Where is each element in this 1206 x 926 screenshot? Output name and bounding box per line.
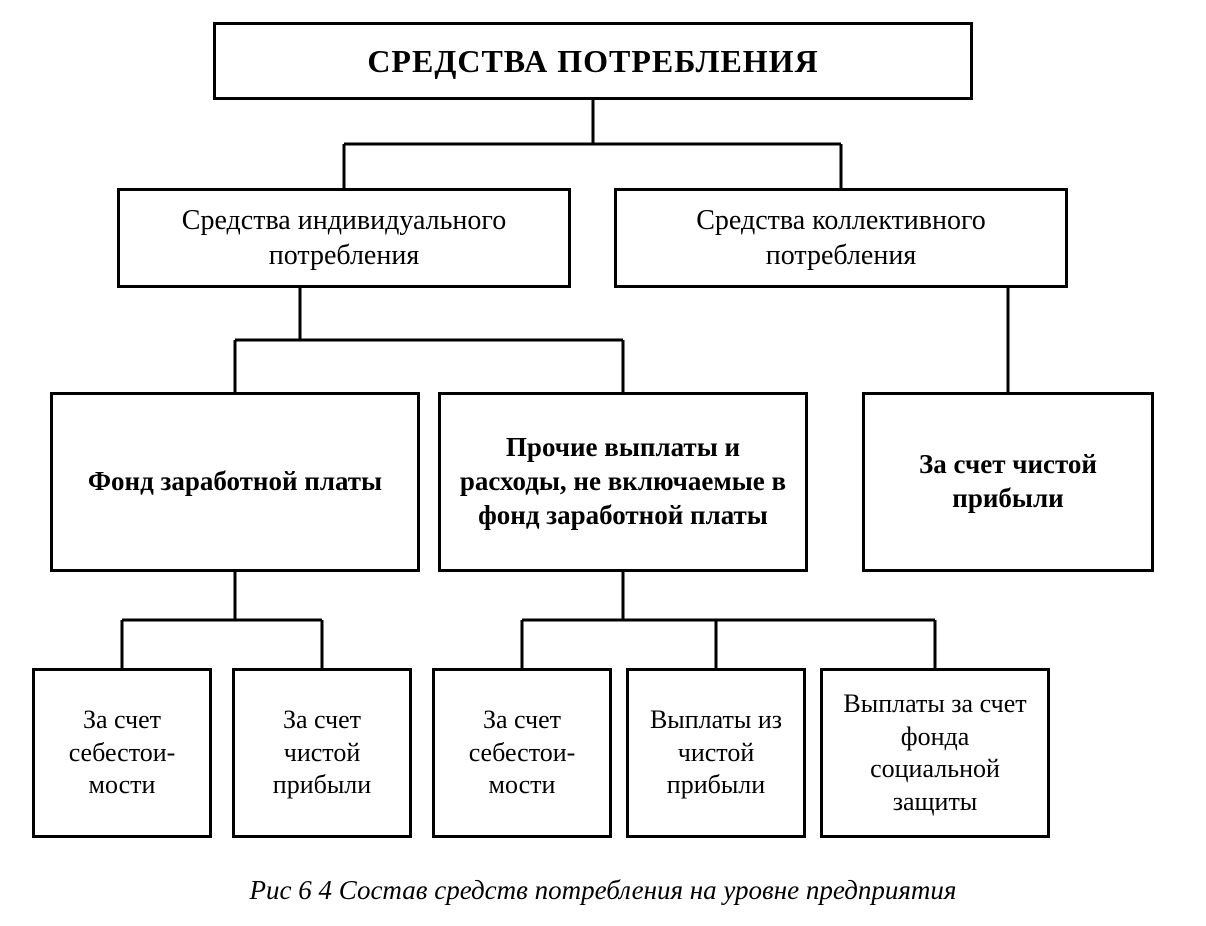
node-net-profit-1: За счет чистой прибыли <box>232 668 412 838</box>
caption-prefix: Рис 6 4 <box>250 875 332 905</box>
node-cost-price-1: За счет себестои-мости <box>32 668 212 838</box>
node-social-protection-fund: Выплаты за счет фонда социальной защиты <box>820 668 1050 838</box>
node-root: СРЕДСТВА ПОТРЕБЛЕНИЯ <box>213 22 973 100</box>
node-net-profit-collective: За счет чистой прибыли <box>862 392 1154 572</box>
node-individual-consumption: Средства индивидуального потребления <box>117 188 571 288</box>
diagram-canvas: СРЕДСТВА ПОТРЕБЛЕНИЯ Средства индивидуал… <box>0 0 1206 926</box>
caption-text: Состав средств потребления на уровне пре… <box>339 875 957 905</box>
node-collective-consumption: Средства коллективного потребления <box>614 188 1068 288</box>
node-wage-fund: Фонд заработной платы <box>50 392 420 572</box>
node-cost-price-2: За счет себестои-мости <box>432 668 612 838</box>
node-other-payments: Прочие выплаты и расходы, не включаемые … <box>438 392 808 572</box>
figure-caption: Рис 6 4 Состав средств потребления на ур… <box>0 875 1206 906</box>
node-net-profit-2: Выплаты из чистой прибыли <box>626 668 806 838</box>
